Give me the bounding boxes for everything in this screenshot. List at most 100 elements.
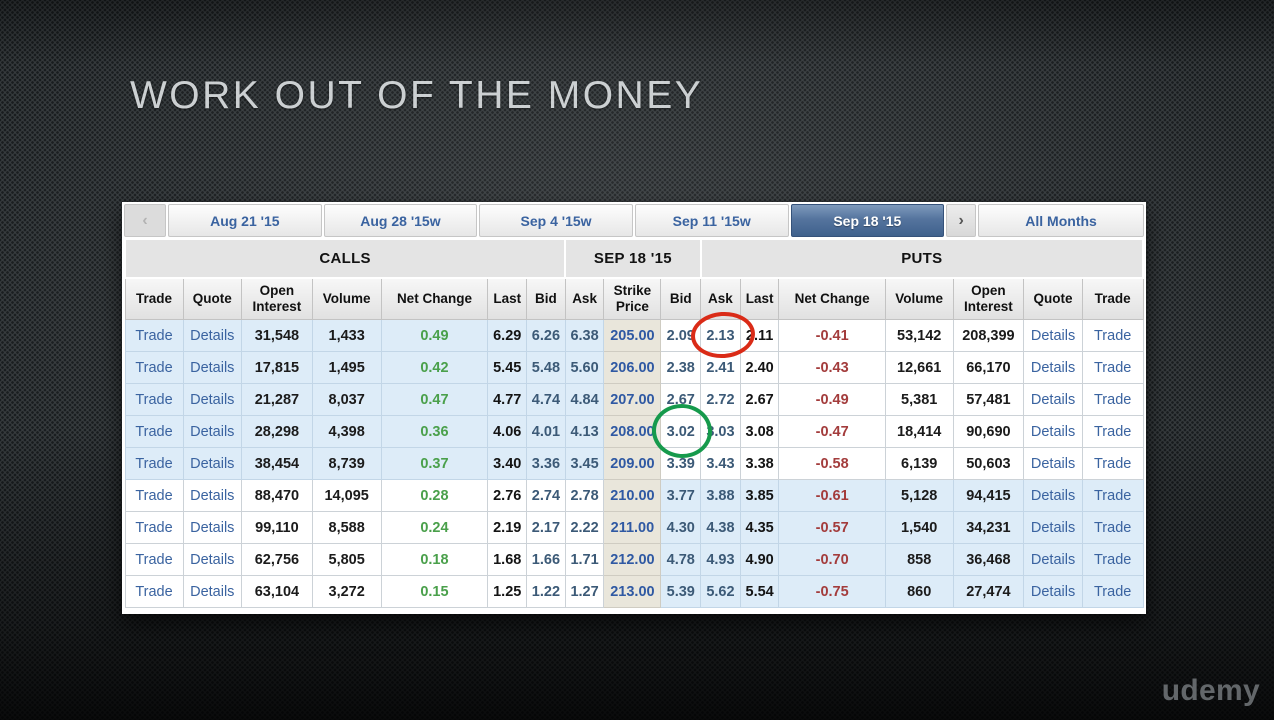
call-trade-link[interactable]: Trade (124, 511, 184, 544)
call-details-link[interactable]: Details (182, 415, 243, 448)
call-trade-link[interactable]: Trade (124, 415, 184, 448)
put-volume-cell: 12,661 (884, 351, 954, 384)
put-trade-link[interactable]: Trade (1081, 319, 1144, 352)
tab-aug-21-15[interactable]: Aug 21 '15 (168, 204, 322, 237)
call-trade-link[interactable]: Trade (124, 575, 184, 608)
call-volume-cell: 3,272 (311, 575, 382, 608)
put-trade-link[interactable]: Trade (1081, 447, 1144, 480)
put-bid-cell: 3.02 (660, 415, 702, 448)
call-open-interest-cell: 99,110 (241, 511, 313, 544)
call-net-change-cell: 0.36 (380, 415, 489, 448)
put-volume-cell: 18,414 (884, 415, 954, 448)
strike-price-cell: 212.00 (603, 543, 662, 576)
tab-sep-4-15w[interactable]: Sep 4 '15w (479, 204, 633, 237)
put-net-change-cell: -0.57 (778, 511, 886, 544)
call-net-change-cell: 0.37 (380, 447, 489, 480)
col-header-last-calls: Last (487, 277, 528, 320)
put-details-link[interactable]: Details (1023, 447, 1083, 480)
call-details-link[interactable]: Details (182, 479, 243, 512)
put-ask-cell: 4.93 (700, 543, 741, 576)
col-header-quote-puts: Quote (1023, 277, 1083, 320)
put-trade-link[interactable]: Trade (1081, 511, 1144, 544)
call-ask-cell: 2.22 (564, 511, 605, 544)
call-trade-link[interactable]: Trade (124, 351, 184, 384)
call-bid-cell: 3.36 (526, 447, 566, 480)
put-open-interest-cell: 36,468 (952, 543, 1025, 576)
tab-sep-18-15[interactable]: Sep 18 '15 (790, 204, 945, 237)
table-row: Trade Details 62,756 5,805 0.18 1.68 1.66 1.71 2… (124, 543, 1144, 576)
put-details-link[interactable]: Details (1023, 479, 1083, 512)
put-net-change-cell: -0.47 (778, 415, 886, 448)
call-trade-link[interactable]: Trade (124, 319, 184, 352)
table-row: Trade Details 88,470 14,095 0.28 2.76 2.74 2.78… (124, 479, 1144, 512)
strike-price-cell: 209.00 (603, 447, 662, 480)
call-bid-cell: 6.26 (526, 319, 566, 352)
put-details-link[interactable]: Details (1023, 511, 1083, 544)
put-details-link[interactable]: Details (1023, 415, 1083, 448)
put-net-change-cell: -0.75 (778, 575, 886, 608)
prev-months-button[interactable]: ‹ (124, 204, 166, 237)
table-row: Trade Details 21,287 8,037 0.47 4.77 4.74 4.84 2… (124, 383, 1144, 416)
put-open-interest-cell: 50,603 (952, 447, 1025, 480)
call-details-link[interactable]: Details (182, 383, 243, 416)
call-trade-link[interactable]: Trade (124, 447, 184, 480)
put-open-interest-cell: 208,399 (952, 319, 1025, 352)
tab-sep-11-15w[interactable]: Sep 11 '15w (634, 204, 789, 237)
options-chain-panel: ‹ Aug 21 '15 Aug 28 '15w Sep 4 '15w Sep 11 '… (122, 202, 1146, 614)
put-details-link[interactable]: Details (1023, 351, 1083, 384)
call-details-link[interactable]: Details (182, 575, 243, 608)
tab-all-months[interactable]: All Months (978, 204, 1144, 237)
call-open-interest-cell: 63,104 (241, 575, 313, 608)
put-details-link[interactable]: Details (1023, 319, 1083, 352)
table-row: Trade Details 99,110 8,588 0.24 2.19 2.17 2.22 2… (124, 511, 1144, 544)
put-ask-cell: 2.72 (700, 383, 741, 416)
call-details-link[interactable]: Details (182, 351, 243, 384)
put-last-cell: 4.35 (739, 511, 780, 544)
put-volume-cell: 858 (884, 543, 954, 576)
options-chain-table: CALLS SEP 18 '15 PUTS Trade Quote Open Intere… (123, 238, 1145, 608)
call-details-link[interactable]: Details (182, 447, 243, 480)
put-net-change-cell: -0.70 (778, 543, 886, 576)
put-details-link[interactable]: Details (1023, 383, 1083, 416)
table-body: Trade Details 31,548 1,433 0.49 6.29 6.26 6.38 2… (124, 319, 1144, 608)
call-volume-cell: 4,398 (311, 415, 382, 448)
tab-aug-28-15w[interactable]: Aug 28 '15w (323, 204, 478, 237)
call-bid-cell: 2.74 (526, 479, 566, 512)
put-net-change-cell: -0.61 (778, 479, 886, 512)
put-volume-cell: 5,381 (884, 383, 954, 416)
put-details-link[interactable]: Details (1023, 575, 1083, 608)
call-trade-link[interactable]: Trade (124, 543, 184, 576)
call-net-change-cell: 0.18 (380, 543, 489, 576)
put-open-interest-cell: 34,231 (952, 511, 1025, 544)
call-details-link[interactable]: Details (182, 319, 243, 352)
call-details-link[interactable]: Details (182, 511, 243, 544)
call-open-interest-cell: 88,470 (241, 479, 313, 512)
call-trade-link[interactable]: Trade (124, 479, 184, 512)
put-trade-link[interactable]: Trade (1081, 479, 1144, 512)
next-months-button[interactable]: › (946, 204, 977, 237)
group-header-row: CALLS SEP 18 '15 PUTS (123, 238, 1145, 279)
put-trade-link[interactable]: Trade (1081, 383, 1144, 416)
put-trade-link[interactable]: Trade (1081, 543, 1144, 576)
put-details-link[interactable]: Details (1023, 543, 1083, 576)
call-last-cell: 6.29 (487, 319, 528, 352)
put-ask-cell: 2.41 (700, 351, 741, 384)
call-ask-cell: 1.27 (564, 575, 605, 608)
put-last-cell: 2.11 (739, 319, 780, 352)
call-details-link[interactable]: Details (182, 543, 243, 576)
put-trade-link[interactable]: Trade (1081, 575, 1144, 608)
put-ask-cell: 3.03 (700, 415, 741, 448)
put-open-interest-cell: 27,474 (952, 575, 1025, 608)
put-trade-link[interactable]: Trade (1081, 415, 1144, 448)
col-header-quote-calls: Quote (182, 277, 243, 320)
put-trade-link[interactable]: Trade (1081, 351, 1144, 384)
strike-price-cell: 206.00 (603, 351, 662, 384)
put-bid-cell: 2.38 (660, 351, 702, 384)
call-ask-cell: 5.60 (564, 351, 605, 384)
call-trade-link[interactable]: Trade (124, 383, 184, 416)
put-net-change-cell: -0.41 (778, 319, 886, 352)
put-volume-cell: 860 (884, 575, 954, 608)
put-ask-cell: 3.43 (700, 447, 741, 480)
call-volume-cell: 14,095 (311, 479, 382, 512)
call-net-change-cell: 0.28 (380, 479, 489, 512)
